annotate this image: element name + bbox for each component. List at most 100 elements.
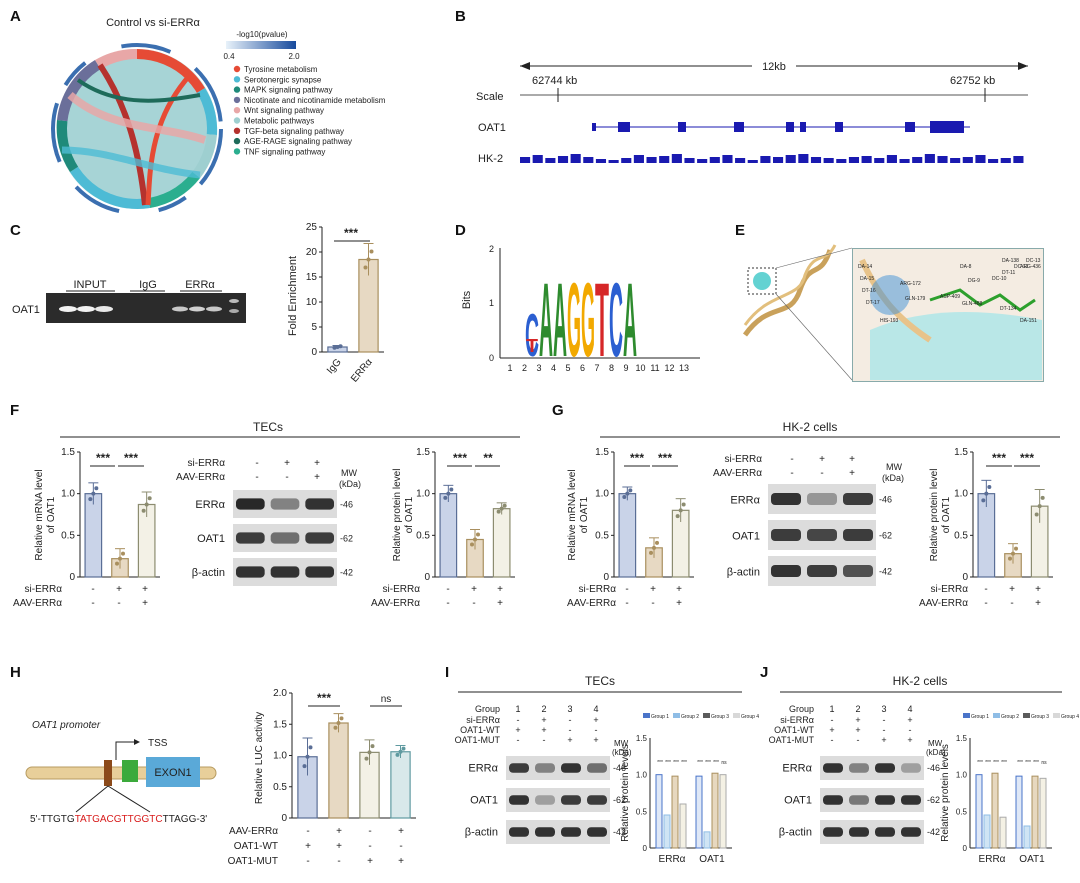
- treatment-sign: -: [595, 725, 598, 735]
- treatment-label: AAV-ERRα: [176, 472, 225, 483]
- data-point: [1034, 512, 1039, 517]
- ylabel-line2: of OAT1: [941, 496, 952, 533]
- treatment-sign: -: [255, 472, 258, 483]
- sig-mark: ***: [1017, 760, 1023, 766]
- signal-bar: [532, 155, 543, 163]
- blot-band: [771, 529, 801, 541]
- d-ylabel: Bits: [461, 290, 473, 309]
- treatment-sign: +: [849, 454, 855, 465]
- ytick-label: 2.0: [273, 688, 287, 699]
- legend-dot: [233, 137, 241, 145]
- mw-marker: -46: [613, 763, 626, 773]
- g-mrna-chart: 0 0.5 1.0 1.5 Relative mRNA level of OAT1 *** *…: [567, 447, 694, 609]
- residue-label: ASP-409: [940, 294, 960, 300]
- signal-bar: [785, 155, 796, 163]
- blot-band: [843, 493, 873, 505]
- blot-band: [535, 795, 555, 805]
- data-point: [496, 509, 501, 514]
- blot-band: [561, 795, 581, 805]
- ylabel-line1: Relative protein level: [392, 469, 403, 562]
- ytick-label: 1.5: [273, 719, 287, 730]
- ytick-label: 25: [306, 222, 318, 233]
- data-point: [401, 746, 406, 751]
- motif-letter-minor: T: [526, 336, 538, 356]
- signal-bar: [912, 157, 923, 163]
- signal-bar: [810, 157, 822, 163]
- treatment-label: si-ERRα: [25, 584, 63, 595]
- data-point: [363, 265, 368, 270]
- treatment-sign: -: [368, 841, 371, 852]
- treatment-sign: +: [314, 472, 320, 483]
- panel-label-i: I: [445, 664, 450, 681]
- blot-band: [849, 795, 869, 805]
- bar: [663, 814, 671, 849]
- data-point: [91, 491, 96, 496]
- sig-ns: ns: [381, 694, 392, 705]
- motif-position: 5: [565, 363, 570, 373]
- motif-position: 6: [580, 363, 585, 373]
- treatment-sign: +: [819, 454, 825, 465]
- panel-label-c: C: [10, 222, 21, 239]
- c-sig: ***: [344, 226, 358, 240]
- bar: [719, 774, 727, 849]
- residue-label: DC-10: [992, 276, 1007, 282]
- signal-bar: [595, 159, 607, 163]
- exon-label: EXON1: [154, 767, 191, 779]
- d-ytick-2: 2: [489, 244, 494, 254]
- data-point: [333, 725, 338, 730]
- track-gene-label: OAT1: [478, 122, 506, 134]
- sig-mark: ***: [665, 760, 671, 766]
- treatment-sign: -: [984, 598, 987, 609]
- signal-bar: [722, 155, 733, 163]
- seq-prefix: 5'-TTGTG: [30, 814, 75, 825]
- bar: [1031, 775, 1039, 849]
- ytick-label: 0: [281, 813, 287, 824]
- f-western-blot: si-ERRα - + + AAV-ERRα - - + MW(kDa) ERRα -46 OAT1 -…: [176, 458, 361, 586]
- blot-band: [305, 566, 334, 578]
- data-point: [147, 496, 152, 501]
- sig-mark: ***: [705, 760, 711, 766]
- legend-label: Group 1: [651, 714, 669, 720]
- mw-unit: (kDa): [339, 479, 361, 489]
- track-scale-label: Scale: [476, 91, 504, 103]
- treatment-sign: -: [306, 856, 309, 867]
- ylabel-line1: Relative protein level: [929, 469, 940, 562]
- tss-label: TSS: [148, 738, 168, 749]
- legend-pathway: TGF-beta signaling pathway: [244, 127, 344, 136]
- color-scale-bar: [226, 41, 296, 49]
- blot-band: [236, 532, 265, 544]
- blot-label: β-actin: [779, 827, 812, 839]
- data-point: [1040, 495, 1045, 500]
- hk2-signal-track: [520, 154, 1024, 163]
- seq-site: TATGACGTTGGTC: [75, 814, 163, 825]
- pos-left: 62744 kb: [532, 75, 577, 87]
- xcat-label: OAT1: [1019, 854, 1045, 865]
- mw-marker: -42: [927, 827, 940, 837]
- mw-title: MW: [341, 468, 357, 478]
- bar: [975, 774, 983, 849]
- j-western-blot: Group 1 2 3 4si-ERRα - + - +OAT1-WT + + - -OAT1-MUT -…: [769, 704, 946, 844]
- treatment-label: si-ERRα: [725, 454, 763, 465]
- ytick-label: 0.5: [954, 530, 968, 541]
- data-point: [473, 537, 477, 542]
- i-header: TECs: [585, 674, 615, 688]
- panel-label-b: B: [455, 8, 466, 25]
- legend-pathway: Wnt signaling pathway: [244, 106, 324, 115]
- treatment-sign: +: [497, 584, 503, 595]
- signal-bar: [773, 157, 784, 163]
- sig-mark: ***: [657, 760, 663, 766]
- residue-label: GLN-179: [905, 296, 926, 302]
- legend-swatch: [1023, 713, 1030, 718]
- mw-marker: -62: [927, 795, 940, 805]
- data-point: [625, 491, 630, 496]
- blot-band: [843, 565, 873, 577]
- data-point: [678, 508, 683, 513]
- ytick-label: 1.5: [416, 447, 430, 458]
- treatment-sign: +: [593, 735, 598, 745]
- signal-bar: [1000, 158, 1011, 163]
- ytick-label: 0: [962, 572, 968, 583]
